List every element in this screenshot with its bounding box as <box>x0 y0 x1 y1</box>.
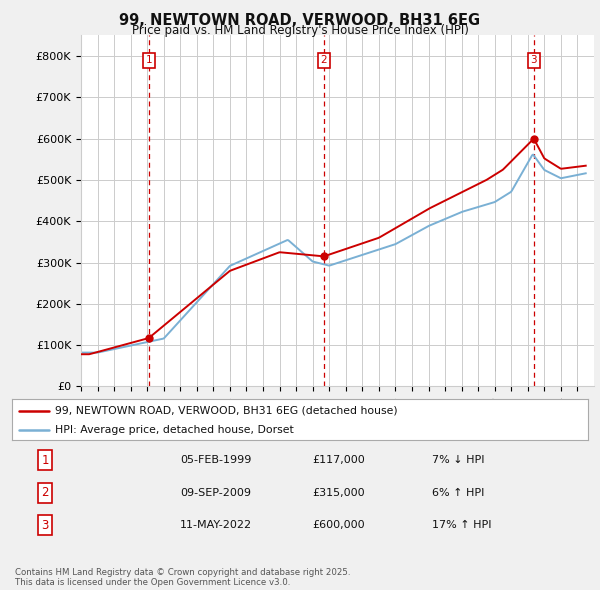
Text: 09-SEP-2009: 09-SEP-2009 <box>180 488 251 497</box>
Text: 7% ↓ HPI: 7% ↓ HPI <box>432 455 485 465</box>
Text: Contains HM Land Registry data © Crown copyright and database right 2025.
This d: Contains HM Land Registry data © Crown c… <box>15 568 350 587</box>
Text: £117,000: £117,000 <box>312 455 365 465</box>
Text: HPI: Average price, detached house, Dorset: HPI: Average price, detached house, Dors… <box>55 425 294 434</box>
Text: 1: 1 <box>41 454 49 467</box>
Text: 2: 2 <box>41 486 49 499</box>
Text: 2: 2 <box>320 55 327 65</box>
Text: 99, NEWTOWN ROAD, VERWOOD, BH31 6EG (detached house): 99, NEWTOWN ROAD, VERWOOD, BH31 6EG (det… <box>55 406 398 416</box>
Text: 1: 1 <box>145 55 152 65</box>
Text: Price paid vs. HM Land Registry's House Price Index (HPI): Price paid vs. HM Land Registry's House … <box>131 24 469 37</box>
Text: 99, NEWTOWN ROAD, VERWOOD, BH31 6EG: 99, NEWTOWN ROAD, VERWOOD, BH31 6EG <box>119 13 481 28</box>
Text: 3: 3 <box>41 519 49 532</box>
Text: 05-FEB-1999: 05-FEB-1999 <box>180 455 251 465</box>
Text: £315,000: £315,000 <box>312 488 365 497</box>
Text: 3: 3 <box>530 55 537 65</box>
Text: 6% ↑ HPI: 6% ↑ HPI <box>432 488 484 497</box>
Text: 17% ↑ HPI: 17% ↑ HPI <box>432 520 491 530</box>
Text: £600,000: £600,000 <box>312 520 365 530</box>
Text: 11-MAY-2022: 11-MAY-2022 <box>180 520 252 530</box>
